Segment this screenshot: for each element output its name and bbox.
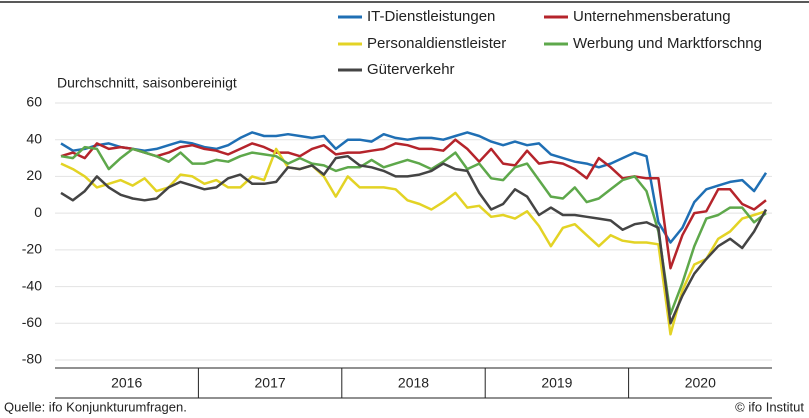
y-tick-label: 0 (34, 204, 42, 220)
legend-label: IT-Dienstleistungen (367, 8, 495, 25)
series-line (60, 154, 768, 325)
y-tick-label: -60 (22, 314, 42, 330)
x-tick-label: 2020 (685, 375, 716, 391)
x-tick-label: 2017 (255, 375, 286, 391)
x-tick-label: 2018 (398, 375, 429, 391)
y-tick-label: -40 (22, 277, 42, 293)
y-tick-label: -80 (22, 351, 42, 367)
subtitle: Durchschnitt, saisonbereinigt (57, 75, 237, 91)
series-line (60, 131, 768, 244)
series-line (60, 147, 767, 336)
x-tick-label: 2019 (541, 375, 572, 391)
x-tick-label: 2016 (111, 375, 142, 391)
y-tick-label: 40 (26, 130, 42, 146)
legend-label: Unternehmensberatung (573, 8, 731, 25)
y-tick-label: 60 (26, 94, 42, 110)
legend-label: Personaldienstleister (367, 35, 506, 52)
series-line (60, 138, 767, 270)
series-line (60, 145, 767, 316)
y-tick-label: 20 (26, 167, 42, 183)
copyright: © ifo Institut (735, 399, 804, 414)
legend-label: Güterverkehr (367, 61, 455, 78)
legend-label: Werbung und Marktforschng (573, 35, 762, 52)
y-tick-label: -20 (22, 241, 42, 257)
source: Quelle: ifo Konjunkturumfragen. (4, 399, 187, 414)
